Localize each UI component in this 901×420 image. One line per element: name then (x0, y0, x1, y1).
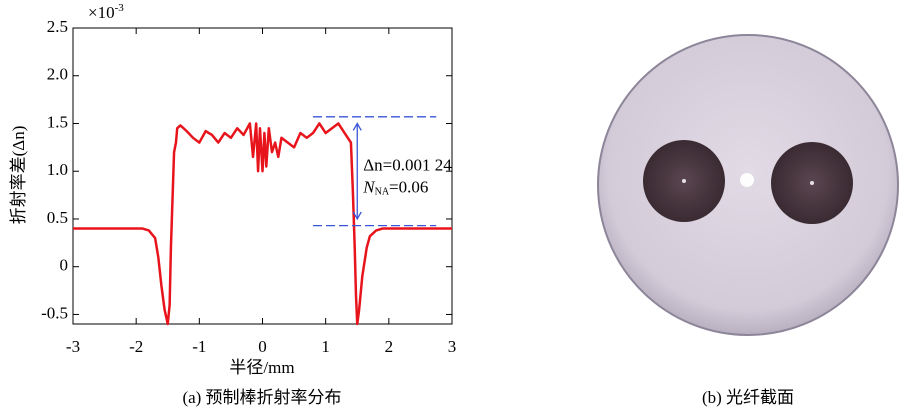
caption: (b) 光纤截面 (702, 388, 794, 407)
annotation-text: N (362, 177, 376, 196)
y-tick-label: -0.5 (41, 303, 68, 322)
x-tick-label: 2 (385, 337, 394, 356)
air-hole (740, 173, 754, 187)
core-center (810, 181, 814, 185)
x-tick-label: 1 (321, 337, 330, 356)
fiber-photo (597, 34, 899, 336)
x-tick-label: -1 (192, 337, 206, 356)
x-axis-label: 半径/mm (229, 358, 294, 377)
annotation-text: Δn=0.001 24 (363, 155, 452, 174)
y-tick-label: 0 (60, 256, 69, 275)
profile-line (73, 122, 452, 326)
y-tick-label: 0.5 (47, 208, 68, 227)
x-tick-label: 3 (448, 337, 457, 356)
plot-frame (72, 27, 453, 325)
y-tick-label: 1.0 (47, 160, 68, 179)
x-tick-label: 0 (258, 337, 267, 356)
core-center (682, 179, 686, 183)
y-axis-label: 折射率差(Δn) (9, 126, 28, 225)
x-tick-label: -3 (66, 337, 80, 356)
y-scale-label: ×10-3 (88, 2, 124, 22)
y-scale-exponent: -3 (115, 2, 125, 14)
annotation-suffix: =0.06 (389, 177, 428, 196)
arrow-head (352, 122, 362, 131)
y-scale-base: ×10 (88, 3, 115, 22)
x-tick-label: -2 (129, 337, 143, 356)
annotation-subscript: NA (375, 187, 390, 198)
annotation: Δn=0.001 24 (363, 155, 452, 174)
y-tick-label: 2.0 (47, 65, 68, 84)
caption: (a) 预制棒折射率分布 (182, 388, 341, 407)
y-tick-label: 1.5 (47, 112, 68, 131)
y-tick-label: 2.5 (47, 17, 68, 36)
arrow-head (352, 211, 362, 221)
annotation: NNA=0.06 (362, 177, 428, 197)
